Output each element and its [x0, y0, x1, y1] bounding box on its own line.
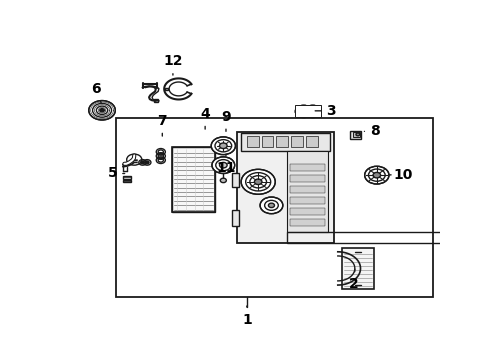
Circle shape	[260, 197, 282, 214]
Circle shape	[145, 161, 149, 164]
Circle shape	[100, 109, 104, 112]
Bar	[349, 131, 361, 139]
Text: 2: 2	[348, 269, 358, 291]
Circle shape	[268, 203, 274, 208]
Circle shape	[304, 105, 321, 117]
Bar	[164, 87, 168, 90]
Bar	[122, 176, 131, 179]
Circle shape	[372, 172, 380, 178]
Circle shape	[126, 154, 142, 165]
Circle shape	[355, 133, 359, 136]
Text: 5: 5	[107, 166, 124, 180]
Bar	[231, 174, 239, 187]
Bar	[290, 164, 324, 171]
Circle shape	[211, 137, 235, 155]
Text: 1: 1	[242, 306, 251, 327]
Bar	[290, 186, 324, 193]
Text: 8: 8	[364, 124, 379, 138]
Bar	[231, 210, 239, 226]
Bar	[341, 248, 373, 288]
Circle shape	[295, 105, 311, 117]
Text: 4: 4	[200, 107, 209, 129]
Bar	[241, 133, 329, 151]
Circle shape	[211, 157, 234, 174]
Circle shape	[219, 143, 226, 149]
Bar	[286, 232, 471, 243]
Bar	[153, 99, 158, 102]
Circle shape	[220, 178, 226, 183]
Bar	[246, 136, 258, 147]
Bar	[290, 175, 324, 182]
Text: 6: 6	[91, 82, 101, 103]
Bar	[290, 197, 324, 204]
Bar	[290, 208, 324, 215]
Circle shape	[364, 166, 388, 184]
Circle shape	[89, 100, 115, 120]
Bar	[261, 136, 273, 147]
Text: 12: 12	[163, 54, 183, 75]
Bar	[295, 105, 321, 117]
Bar	[237, 132, 333, 243]
Text: 10: 10	[388, 168, 412, 182]
Text: 11: 11	[216, 154, 235, 175]
Bar	[276, 136, 287, 147]
Bar	[290, 219, 324, 226]
Bar	[352, 132, 359, 138]
Bar	[305, 136, 317, 147]
Text: 7: 7	[157, 114, 167, 136]
Circle shape	[254, 179, 262, 185]
Bar	[290, 136, 302, 147]
Bar	[116, 118, 432, 297]
Bar	[122, 180, 131, 183]
Circle shape	[241, 169, 275, 194]
Bar	[171, 147, 215, 212]
Text: 9: 9	[221, 109, 230, 131]
Text: 3: 3	[315, 104, 335, 118]
Bar	[171, 147, 215, 212]
Circle shape	[141, 161, 144, 164]
Bar	[286, 151, 327, 232]
Circle shape	[219, 162, 226, 168]
